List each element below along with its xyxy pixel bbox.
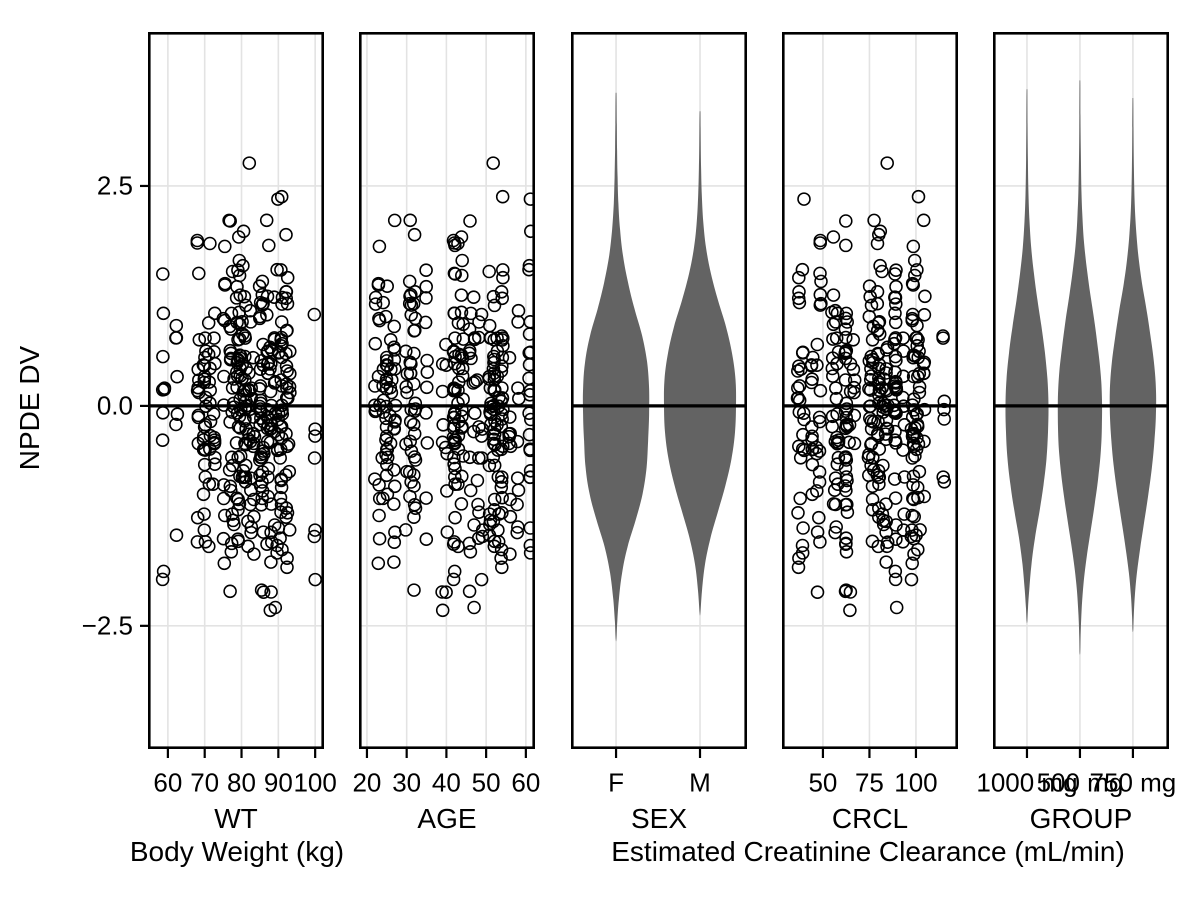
panel-sex	[570, 31, 747, 750]
x-axis-title-wt: WT	[214, 803, 258, 834]
violin-500-mg	[1057, 80, 1103, 655]
x-tick-label: 20	[352, 767, 382, 798]
x-tick-label: F	[608, 767, 624, 798]
x-tick-label: 750 mg	[1089, 767, 1177, 798]
x-tick-label: 75	[854, 767, 884, 798]
x-tick-label: 60	[153, 767, 183, 798]
x-axis-title-age: AGE	[417, 803, 477, 834]
x-axis-title-crcl: CRCL	[831, 803, 909, 834]
scatter-points	[155, 156, 322, 618]
x-axis-title-group: GROUP	[1029, 803, 1133, 834]
scatter-points	[368, 156, 538, 618]
x-tick-label: 50	[808, 767, 838, 798]
x-tick-label: 70	[190, 767, 220, 798]
x-tick-label: 90	[263, 767, 293, 798]
violin-1000-mg	[1005, 89, 1049, 624]
panel-age	[358, 31, 538, 750]
x-tick-label: 500 mg	[1036, 767, 1124, 798]
violin-f	[582, 92, 650, 642]
x-tick-label: 100	[894, 767, 938, 798]
x-tick-label: 40	[431, 767, 461, 798]
violin-750-mg	[1109, 98, 1157, 632]
y-tick-label: −2.5	[81, 610, 133, 641]
x-axis-title-sex: SEX	[630, 803, 688, 834]
x-tick-label: 60	[511, 767, 541, 798]
x-tick-label: 100	[293, 767, 337, 798]
y-tick-label: 2.5	[96, 170, 133, 201]
scatter-points	[790, 156, 952, 618]
panel-crcl	[781, 31, 958, 750]
violin-m	[663, 111, 737, 616]
x-tick-label: M	[689, 767, 711, 798]
x-tick-label: 30	[392, 767, 422, 798]
y-tick-label: 0.0	[96, 390, 133, 421]
x-tick-label: 80	[227, 767, 256, 798]
x-axis-subtitle-crcl: Estimated Creatinine Clearance (mL/min)	[611, 836, 1125, 867]
x-tick-label: 1000 mg	[976, 767, 1078, 798]
x-tick-label: 50	[471, 767, 501, 798]
panel-group	[992, 31, 1169, 750]
y-axis-title: NPDE DV	[14, 345, 45, 471]
x-axis-subtitle-weight: Body Weight (kg)	[129, 836, 345, 867]
panel-wt	[147, 31, 324, 750]
